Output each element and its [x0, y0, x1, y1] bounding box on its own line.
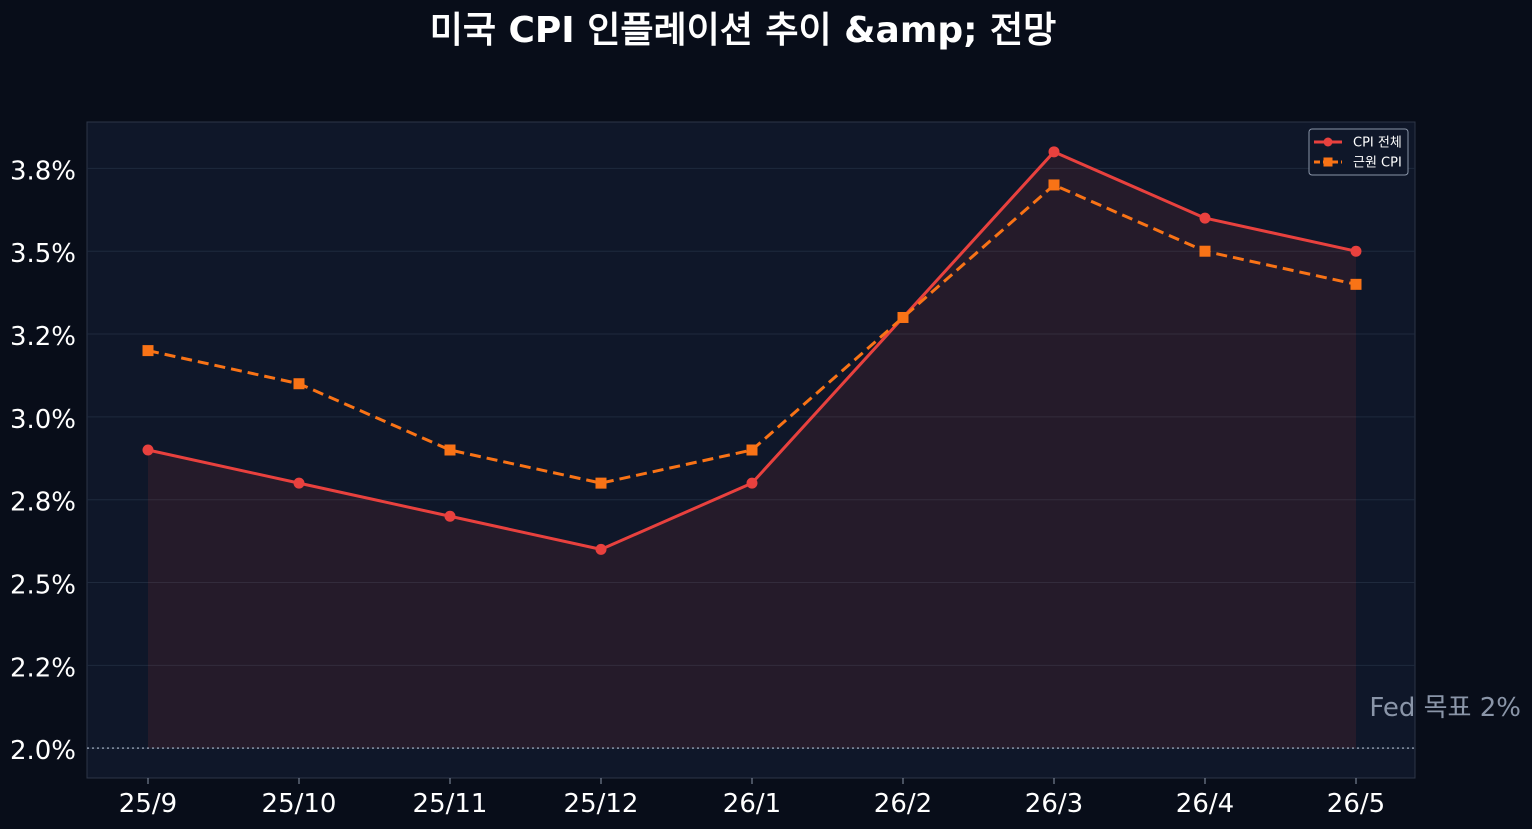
data-point	[1350, 278, 1362, 290]
y-tick-label: 2.5%	[10, 571, 76, 601]
data-point	[897, 311, 909, 323]
data-point	[142, 444, 154, 456]
x-axis-ticks: 25/9 25/10 25/11 25/12 26/1 26/2 26/3 26/4 26/5	[119, 778, 1385, 819]
data-point	[1350, 245, 1362, 257]
data-point	[1048, 179, 1060, 191]
x-tick-label: 26/4	[1176, 789, 1234, 819]
data-point	[1048, 146, 1060, 158]
data-point	[142, 345, 154, 357]
x-tick-label: 25/9	[119, 789, 177, 819]
fill-area	[148, 151, 1356, 749]
legend-label: 근원 CPI	[1353, 156, 1402, 171]
data-point	[1199, 212, 1211, 224]
y-tick-label: 2.0%	[10, 736, 76, 766]
x-tick-label: 25/12	[564, 789, 639, 819]
legend-label: CPI 전체	[1353, 136, 1402, 151]
x-tick-label: 26/1	[723, 789, 781, 819]
series-group	[142, 146, 1362, 555]
reference-line-group: Fed 목표 2%	[87, 693, 1521, 749]
legend-marker	[1323, 137, 1333, 147]
x-tick-label: 25/10	[262, 789, 337, 819]
x-tick-label: 26/2	[874, 789, 932, 819]
y-tick-label: 2.8%	[10, 488, 76, 518]
reference-line-label: Fed 목표 2%	[1369, 693, 1521, 723]
y-tick-label: 3.8%	[10, 156, 76, 186]
x-tick-label: 26/3	[1025, 789, 1083, 819]
cpi-fill-area	[148, 151, 1356, 749]
y-tick-label: 3.5%	[10, 239, 76, 269]
data-point	[746, 444, 758, 456]
data-point	[293, 378, 305, 390]
data-point	[746, 477, 758, 489]
y-axis-ticks: 2.0% 2.2% 2.5% 2.8% 3.0% 3.2% 3.5% 3.8%	[10, 156, 76, 766]
legend-marker	[1323, 157, 1333, 167]
data-point	[444, 444, 456, 456]
data-point	[444, 510, 456, 522]
x-tick-label: 26/5	[1327, 789, 1385, 819]
series-line-2	[147, 183, 1357, 485]
y-tick-label: 3.2%	[10, 322, 76, 352]
x-tick-label: 25/11	[413, 789, 488, 819]
data-point	[293, 477, 305, 489]
y-tick-label: 3.0%	[10, 405, 76, 435]
data-point	[595, 477, 607, 489]
y-tick-label: 2.2%	[10, 653, 76, 683]
data-point	[1199, 245, 1211, 257]
data-point	[595, 543, 607, 555]
chart-title: 미국 CPI 인플레이션 추이 &amp; 전망	[430, 10, 1057, 51]
